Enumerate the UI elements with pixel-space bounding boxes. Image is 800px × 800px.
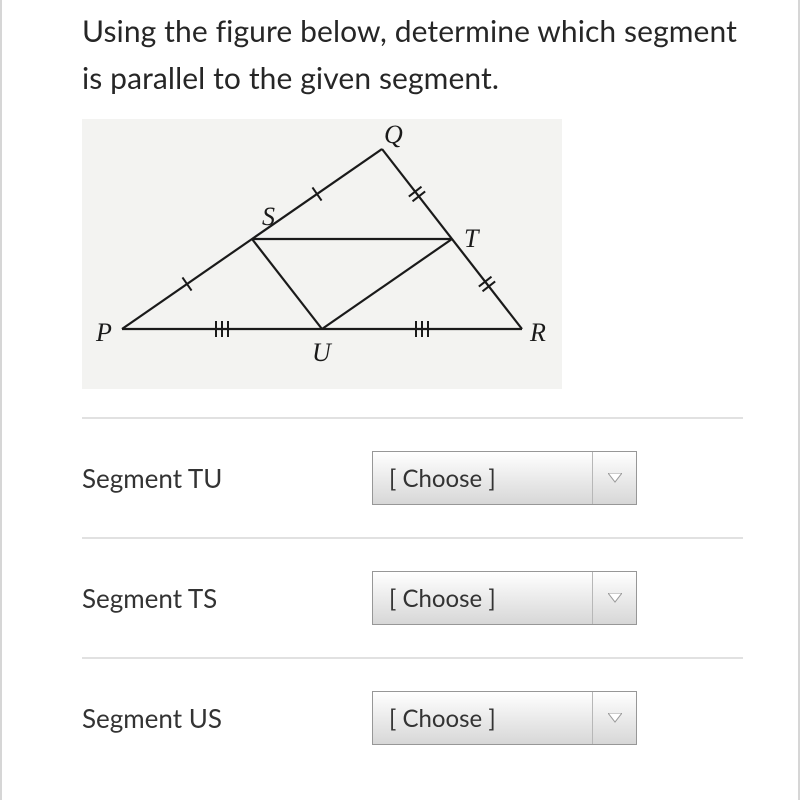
svg-text:U: U: [312, 338, 333, 367]
question-text: Using the figure below, determine which …: [82, 8, 743, 101]
triangle-figure: P Q R S T U: [82, 119, 562, 389]
segment-select[interactable]: [ Choose ]: [372, 571, 637, 625]
segment-select[interactable]: [ Choose ]: [372, 451, 637, 505]
select-placeholder: [ Choose ]: [373, 464, 592, 493]
select-placeholder: [ Choose ]: [373, 584, 592, 613]
answer-row: Segment TS [ Choose ]: [82, 539, 743, 657]
svg-text:P: P: [95, 318, 112, 347]
segment-select[interactable]: [ Choose ]: [372, 691, 637, 745]
figure-container: P Q R S T U: [82, 119, 743, 389]
chevron-down-icon: [592, 452, 636, 504]
segment-label: Segment US: [82, 702, 372, 734]
segment-label: Segment TS: [82, 582, 372, 614]
svg-text:R: R: [529, 318, 546, 347]
chevron-down-icon: [592, 692, 636, 744]
svg-text:Q: Q: [384, 120, 403, 149]
answer-row: Segment US [ Choose ]: [82, 659, 743, 745]
question-page: Using the figure below, determine which …: [0, 0, 800, 800]
svg-text:S: S: [262, 202, 275, 231]
select-placeholder: [ Choose ]: [373, 704, 592, 733]
svg-text:T: T: [464, 224, 480, 253]
segment-label: Segment TU: [82, 462, 372, 494]
answer-row: Segment TU [ Choose ]: [82, 419, 743, 537]
chevron-down-icon: [592, 572, 636, 624]
